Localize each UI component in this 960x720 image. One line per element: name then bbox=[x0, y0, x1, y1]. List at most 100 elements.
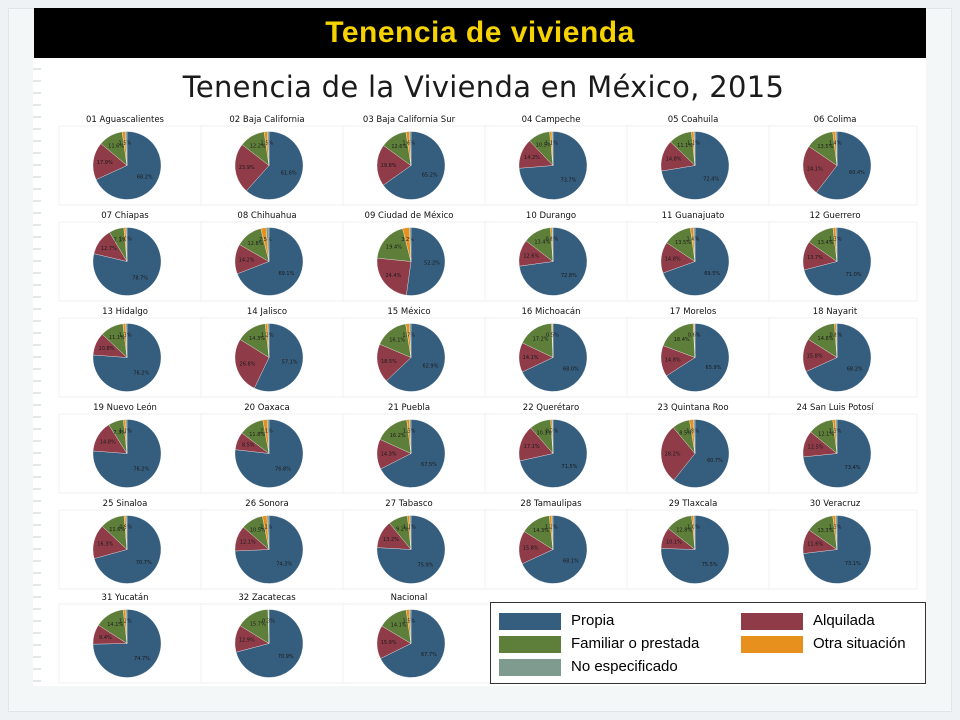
pie-pct-label: 12.8% bbox=[248, 241, 264, 247]
pie-slice-propia bbox=[805, 323, 872, 392]
pie-title: 09 Ciudad de México bbox=[365, 210, 454, 221]
pie-pct-label: 13.4% bbox=[534, 239, 550, 245]
pie-pct-label: 1.3% bbox=[119, 333, 132, 339]
pie-pct-label: 9.4% bbox=[99, 635, 112, 641]
pie-slice-alquilada bbox=[660, 427, 696, 481]
pie-pct-label: 10.3% bbox=[536, 430, 552, 436]
pie-pct-label: 12.1% bbox=[240, 540, 256, 546]
pie-pct-label: 14.3% bbox=[533, 528, 549, 534]
pie-title: 16 Michoacán bbox=[522, 307, 581, 317]
pie-title: 21 Puebla bbox=[388, 403, 430, 413]
pie-pct-label: 13.3% bbox=[817, 528, 833, 534]
pie-15-mexico: 15 México 62.9% 18.5% 16.1%1.7% bbox=[342, 306, 492, 398]
pie-slice-no-especificado bbox=[409, 609, 412, 644]
pie-pct-label: 62.9% bbox=[422, 363, 438, 369]
pie-pct-label: 14.2% bbox=[524, 155, 540, 161]
pie-pct-label: 14.8% bbox=[100, 440, 116, 446]
legend-swatch-no-especificado bbox=[499, 659, 561, 676]
pie-slice-propia bbox=[380, 609, 446, 678]
pie-pct-label: 15.8% bbox=[523, 546, 539, 552]
pie-slice-no-especificado bbox=[409, 227, 412, 262]
pie-slice-no-especificado bbox=[125, 131, 128, 166]
pie-pct-label: 73.7% bbox=[561, 177, 577, 183]
pie-23-quintana-roo: 23 Quintana Roo 60.7% 28.2% 8.5%1.8% bbox=[626, 403, 776, 494]
pie-title: 07 Chiapas bbox=[101, 211, 149, 221]
pie-slice-alquilada bbox=[234, 339, 270, 389]
pie-14-jalisco: 14 Jalisco 57.1% 26.8% 14.3%1.2% bbox=[200, 307, 350, 398]
legend-label-otra: Otra situación bbox=[813, 635, 906, 652]
pie-pct-label: 12.9% bbox=[239, 638, 255, 644]
pie-slice-no-especificado bbox=[125, 609, 128, 644]
pie-pct-label: 14.1% bbox=[107, 622, 123, 628]
pie-slice-propia bbox=[94, 515, 162, 584]
pie-24-san-luis-potosi: 24 San Luis Potosí 73.4% 12.5% 12.1%1.3% bbox=[768, 403, 918, 494]
pie-pct-label: 2.1% bbox=[260, 525, 273, 531]
pie-pct-label: 1.0% bbox=[687, 525, 700, 531]
pie-11-guanajuato: 11 Guanajuato 69.5% 14.8% 13.5%1.4% bbox=[626, 211, 776, 302]
pie-pct-label: 68.2% bbox=[847, 366, 863, 372]
pie-title: 22 Querétaro bbox=[523, 402, 579, 413]
pie-pct-label: 1.5% bbox=[402, 619, 415, 625]
pie-slice-no-especificado bbox=[409, 131, 412, 166]
pie-pct-label: 73.4% bbox=[845, 465, 861, 471]
pie-slice-no-especificado bbox=[125, 515, 128, 550]
pie-21-puebla: 21 Puebla 67.5% 14.3% 16.2%1.3% bbox=[342, 403, 492, 494]
pie-title: 14 Jalisco bbox=[247, 307, 287, 317]
pie-pct-label: 1.6% bbox=[402, 141, 415, 147]
pie-title: Nacional bbox=[391, 593, 428, 603]
pie-pct-label: 1.3% bbox=[403, 429, 416, 435]
pie-slice-no-especificado bbox=[551, 131, 554, 166]
pie-pct-label: 75.9% bbox=[418, 562, 434, 568]
pie-pct-label: 72.4% bbox=[703, 177, 719, 183]
pie-slice-propia bbox=[660, 515, 730, 584]
pie-pct-label: 9.2% bbox=[396, 526, 409, 532]
pie-pct-label: 17.1% bbox=[524, 444, 540, 450]
pie-pct-label: 10.8% bbox=[99, 346, 115, 352]
pie-pct-label: 71.5% bbox=[562, 464, 578, 470]
pie-title: 06 Colima bbox=[814, 115, 857, 125]
pie-slice-alquilada bbox=[234, 144, 270, 192]
pie-title: 03 Baja California Sur bbox=[363, 115, 456, 125]
pie-pct-label: 60.7% bbox=[707, 458, 723, 464]
pie-pct-label: 0.8% bbox=[546, 237, 559, 243]
pie-pct-label: 1.0% bbox=[119, 237, 132, 243]
pie-pct-label: 14.3% bbox=[249, 336, 265, 342]
pie-slice-alquilada bbox=[376, 257, 412, 296]
pie-pct-label: 13.2% bbox=[383, 537, 399, 543]
pie-slice-propia bbox=[662, 227, 730, 296]
pie-pct-label: 1.4% bbox=[829, 141, 842, 147]
pie-slice-alquilada bbox=[376, 145, 412, 186]
pie-pct-label: 74.3% bbox=[276, 562, 292, 568]
pie-pct-label: 12.7% bbox=[101, 246, 117, 252]
pie-slice-propia bbox=[246, 131, 304, 200]
pie-slice-propia bbox=[816, 131, 872, 200]
pie-title: 23 Quintana Roo bbox=[657, 403, 728, 413]
pie-title: 29 Tlaxcala bbox=[669, 499, 718, 509]
pie-pct-label: 60.4% bbox=[849, 170, 865, 176]
pie-pct-label: 65.2% bbox=[422, 173, 438, 179]
pie-pct-label: 1.4% bbox=[687, 237, 700, 243]
pie-pct-label: 68.0% bbox=[563, 366, 579, 372]
pie-pct-label: 0.9% bbox=[119, 525, 132, 531]
pie-slice-no-especificado bbox=[693, 515, 696, 550]
pie-pct-label: 17.2% bbox=[533, 336, 549, 342]
pie-26-sonora: 26 Sonora 74.3% 12.1% 10.5%2.1% bbox=[200, 499, 350, 590]
pie-02-baja-california: 02 Baja California 61.6% 23.9% 12.2%1.5% bbox=[200, 115, 350, 206]
pie-pct-label: 14.2% bbox=[239, 257, 255, 263]
pie-pct-label: 28.2% bbox=[665, 451, 681, 457]
pie-title: 01 Aguascalientes bbox=[86, 115, 165, 125]
pie-pct-label: 74.7% bbox=[134, 656, 150, 662]
pie-slice-propia bbox=[95, 131, 162, 200]
pie-28-tamaulipas: 28 Tamaulipas 68.1% 15.8% 14.3%1.2% bbox=[484, 499, 634, 590]
pie-slice-no-especificado bbox=[409, 323, 412, 358]
pie-pct-label: 18.4% bbox=[674, 337, 690, 343]
pie-slice-no-especificado bbox=[409, 419, 412, 454]
pie-pct-label: 15.8% bbox=[807, 354, 823, 360]
pie-slice-propia bbox=[803, 227, 872, 296]
pie-slice-propia bbox=[386, 323, 446, 392]
pie-17-morelos: 17 Morelos 65.9% 14.8% 18.4%0.6% bbox=[626, 307, 776, 398]
pie-pct-label: 13.5% bbox=[675, 240, 691, 246]
legend-label-alquilada: Alquilada bbox=[813, 612, 875, 629]
pie-pct-label: 12.1% bbox=[818, 431, 834, 437]
pie-22-queretaro: 22 Querétaro 71.5% 17.1% 10.3%0.7% bbox=[484, 402, 634, 494]
